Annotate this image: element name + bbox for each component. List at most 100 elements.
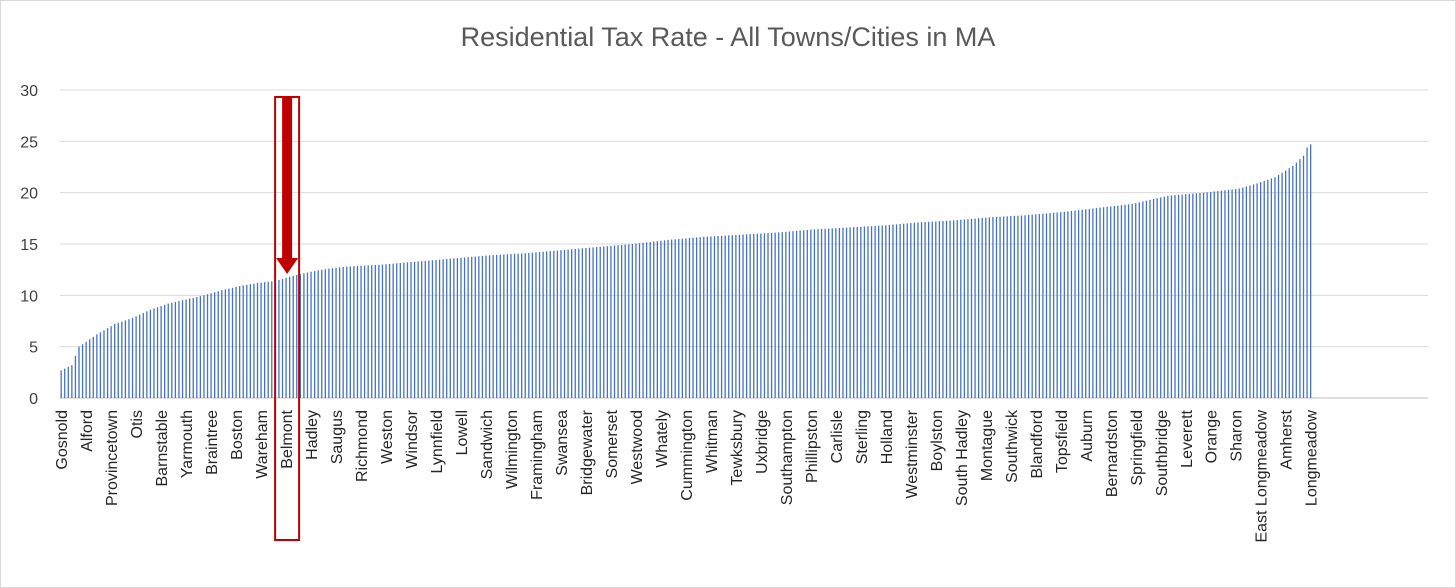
bar: [535, 252, 537, 398]
bar: [903, 223, 905, 398]
bar: [317, 270, 319, 398]
bar: [1252, 184, 1255, 398]
bar: [192, 297, 194, 398]
bar: [1042, 213, 1044, 398]
bar: [960, 219, 962, 398]
x-category-label: Longmeadow: [1304, 410, 1321, 507]
y-tick-label: 5: [29, 340, 38, 357]
bar: [474, 256, 476, 398]
bar: [453, 258, 455, 398]
bar: [945, 220, 948, 398]
bar: [899, 223, 901, 398]
bar: [1242, 187, 1244, 398]
bar: [706, 236, 708, 398]
bar: [114, 324, 116, 398]
bar: [92, 336, 94, 398]
bar: [1152, 199, 1155, 398]
bar: [685, 238, 687, 398]
bar: [331, 268, 334, 398]
x-category-label: Braintree: [204, 410, 221, 475]
bar: [310, 271, 312, 398]
bar: [578, 248, 580, 398]
bar: [528, 252, 530, 398]
bar: [1092, 208, 1094, 398]
bar: [803, 230, 805, 398]
bar: [1188, 193, 1190, 398]
bar: [656, 241, 658, 398]
bar: [510, 254, 512, 398]
bar: [306, 272, 309, 398]
bar: [724, 235, 726, 398]
bar: [920, 222, 923, 398]
bar: [135, 316, 137, 398]
bar: [521, 253, 523, 398]
y-tick-label: 10: [20, 288, 38, 305]
bar: [1063, 211, 1065, 398]
bar: [160, 306, 162, 398]
bar: [888, 224, 891, 398]
bar: [1127, 204, 1130, 398]
bar: [406, 262, 409, 398]
x-category-label: Richmond: [354, 410, 371, 482]
bar: [638, 243, 641, 398]
bar: [181, 300, 184, 398]
bar: [1299, 159, 1301, 398]
bar: [1292, 165, 1294, 398]
bar: [1024, 215, 1026, 398]
x-category-label: Lowell: [454, 410, 471, 455]
bar: [110, 326, 112, 398]
bar: [1231, 189, 1233, 398]
bar: [910, 223, 912, 398]
bar: [1099, 207, 1101, 398]
bar: [1110, 206, 1112, 398]
bar: [1263, 180, 1265, 398]
x-category-label: Topsfield: [1054, 410, 1071, 473]
bar: [256, 283, 259, 398]
x-category-label: Montague: [979, 410, 996, 481]
bar: [214, 292, 216, 398]
bar: [1302, 155, 1305, 398]
bar: [845, 227, 848, 398]
bar: [413, 261, 416, 398]
bar: [563, 249, 566, 398]
bar: [549, 251, 551, 398]
x-category-label: Windsor: [404, 409, 421, 468]
bar: [878, 225, 880, 398]
bar: [970, 218, 973, 398]
bar: [1067, 211, 1069, 398]
bar: [681, 238, 683, 398]
bar: [956, 220, 958, 398]
x-category-label: Leverett: [1179, 409, 1196, 467]
x-category-label: Whately: [654, 410, 671, 468]
bar: [731, 235, 733, 398]
bar: [456, 258, 459, 398]
bar: [106, 328, 109, 398]
bar: [313, 271, 316, 398]
bar: [546, 251, 548, 398]
bar: [824, 228, 826, 398]
x-category-label: Weston: [379, 410, 396, 464]
x-category-label: Swansea: [554, 410, 571, 476]
bar: [985, 217, 987, 398]
bar: [670, 239, 673, 398]
bar: [1056, 212, 1058, 398]
bar: [610, 245, 612, 398]
bar: [835, 228, 837, 398]
x-category-label: Otis: [129, 410, 146, 438]
bar: [856, 226, 858, 398]
bar: [388, 263, 391, 398]
x-category-label: Barnstable: [154, 410, 171, 487]
bar: [328, 268, 330, 398]
bar: [942, 221, 944, 398]
bar: [831, 228, 833, 398]
bar: [139, 314, 141, 398]
y-tick-label: 15: [20, 237, 38, 254]
bar: [74, 355, 77, 398]
bar: [499, 254, 501, 398]
down-arrow-icon: [276, 98, 299, 274]
x-category-label: Hadley: [304, 410, 321, 460]
bar: [285, 277, 287, 398]
bar: [481, 255, 484, 398]
bar: [1095, 208, 1098, 398]
bar: [1310, 144, 1312, 398]
